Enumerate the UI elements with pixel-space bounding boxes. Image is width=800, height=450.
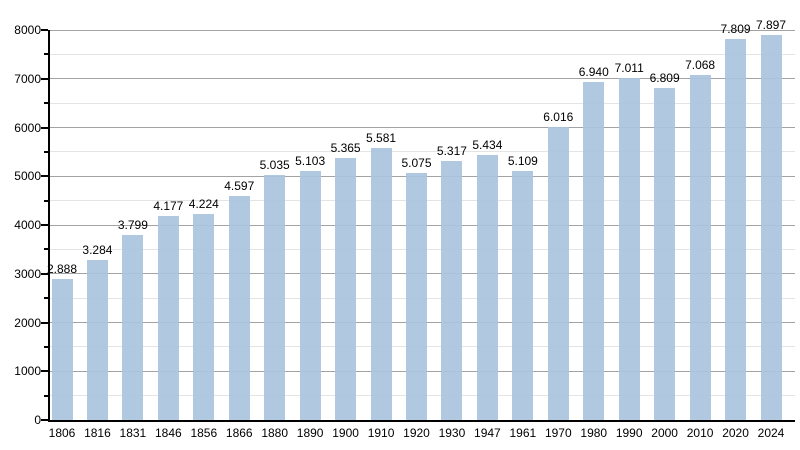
bar bbox=[193, 214, 215, 420]
y-tick-label: 7000 bbox=[14, 71, 41, 86]
bar bbox=[476, 155, 498, 420]
y-tick-label: 4000 bbox=[14, 218, 41, 232]
x-tick-label: 1920 bbox=[403, 426, 430, 440]
y-axis-tick bbox=[44, 53, 48, 56]
bar-value-label: 5.103 bbox=[295, 154, 326, 169]
x-tick-label: 1961 bbox=[509, 426, 537, 440]
y-tick-label: 2000 bbox=[14, 315, 41, 330]
bar-value-label: 5.317 bbox=[436, 143, 467, 158]
gridline-major bbox=[49, 29, 795, 31]
bar bbox=[547, 126, 569, 420]
x-tick-label: 1910 bbox=[367, 426, 395, 440]
bar bbox=[760, 35, 782, 420]
bar-value-label: 5.581 bbox=[366, 130, 397, 145]
bar bbox=[335, 158, 357, 420]
gridline-minor bbox=[49, 53, 795, 55]
bar-value-label: 5.109 bbox=[507, 153, 538, 168]
bar bbox=[689, 75, 711, 420]
y-tick-label: 8000 bbox=[14, 23, 41, 37]
bar bbox=[370, 147, 392, 420]
y-axis-tick bbox=[41, 175, 48, 178]
x-axis-line bbox=[48, 420, 795, 422]
y-tick-label: 6000 bbox=[14, 120, 41, 135]
bar bbox=[512, 170, 534, 420]
bar-value-label: 6.809 bbox=[649, 71, 680, 86]
x-tick-label: 1990 bbox=[615, 426, 643, 440]
y-axis-tick bbox=[41, 419, 48, 421]
x-tick-label: 1831 bbox=[119, 426, 147, 440]
y-tick-label: 5000 bbox=[14, 169, 41, 184]
y-axis-tick bbox=[44, 102, 48, 105]
x-tick-label: 1947 bbox=[474, 426, 501, 440]
bar-value-label: 5.434 bbox=[472, 138, 503, 153]
bar-value-label: 5.075 bbox=[401, 155, 432, 170]
bar-value-label: 4.224 bbox=[188, 197, 219, 212]
bar-value-label: 6.016 bbox=[543, 109, 574, 124]
bar-value-label: 5.365 bbox=[330, 141, 361, 156]
y-axis-tick bbox=[44, 150, 48, 153]
x-tick-label: 1816 bbox=[84, 426, 111, 440]
gridline-major bbox=[49, 78, 795, 80]
bar bbox=[157, 216, 179, 420]
bar bbox=[228, 195, 250, 420]
y-axis-tick bbox=[41, 370, 48, 373]
y-tick-label: 0 bbox=[34, 413, 41, 427]
bar bbox=[654, 88, 676, 420]
bar-value-label: 4.597 bbox=[224, 178, 255, 193]
bar-value-label: 5.035 bbox=[259, 157, 290, 172]
bar bbox=[406, 172, 427, 420]
bar bbox=[299, 171, 321, 420]
y-axis-tick bbox=[44, 394, 48, 397]
x-tick-label: 1880 bbox=[261, 426, 289, 440]
x-tick-label: 1970 bbox=[544, 426, 572, 440]
x-tick-label: 1866 bbox=[225, 426, 253, 440]
y-axis-tick bbox=[44, 248, 48, 251]
plot-area: 2.888 3.284 3.799 4.177 4.224 4.597 5.035 5.103… bbox=[46, 19, 795, 420]
x-tick-label: 1930 bbox=[438, 426, 466, 440]
bar-value-label: 7.897 bbox=[755, 18, 787, 33]
bar bbox=[264, 174, 286, 420]
x-tick-label: 1846 bbox=[154, 426, 182, 440]
x-tick-label: 1856 bbox=[190, 426, 218, 440]
bar bbox=[122, 234, 144, 420]
y-axis-tick bbox=[44, 345, 48, 348]
x-tick-label: 1806 bbox=[48, 426, 76, 440]
x-tick-label: 1900 bbox=[332, 426, 359, 440]
gridline-minor bbox=[49, 151, 795, 153]
gridline-major bbox=[49, 127, 795, 128]
bar bbox=[441, 160, 463, 420]
y-axis-tick bbox=[41, 321, 48, 324]
bar bbox=[51, 279, 73, 420]
bar-value-label: 3.284 bbox=[82, 242, 113, 257]
bar bbox=[725, 39, 747, 420]
y-axis-tick bbox=[41, 224, 48, 226]
gridline-minor bbox=[49, 102, 795, 104]
y-axis-tick bbox=[41, 29, 48, 31]
y-axis-tick bbox=[44, 297, 48, 300]
bar-value-label: 6.940 bbox=[578, 64, 609, 79]
x-tick-label: 2000 bbox=[651, 426, 678, 440]
bar-value-label: 3.799 bbox=[117, 217, 148, 232]
bar-value-label: 7.011 bbox=[614, 61, 644, 76]
y-tick-label: 3000 bbox=[14, 266, 41, 281]
bar bbox=[583, 81, 605, 420]
y-tick-label: 1000 bbox=[14, 364, 41, 379]
x-tick-label: 2024 bbox=[757, 426, 785, 440]
x-tick-label: 2020 bbox=[722, 426, 749, 440]
bar bbox=[86, 259, 108, 420]
x-tick-label: 1980 bbox=[580, 426, 608, 440]
x-tick-label: 1890 bbox=[296, 426, 324, 440]
bar-value-label: 2.888 bbox=[46, 262, 78, 277]
y-axis-line bbox=[48, 30, 50, 421]
y-axis-tick bbox=[44, 199, 48, 202]
bar-value-label: 7.809 bbox=[720, 22, 751, 37]
y-axis-tick bbox=[41, 272, 48, 275]
y-axis-tick bbox=[41, 77, 48, 80]
y-axis-tick bbox=[41, 126, 48, 129]
bar bbox=[618, 78, 640, 420]
bar-value-label: 4.177 bbox=[153, 199, 184, 214]
x-tick-label: 2010 bbox=[686, 426, 714, 440]
bar-value-label: 7.068 bbox=[685, 58, 716, 73]
